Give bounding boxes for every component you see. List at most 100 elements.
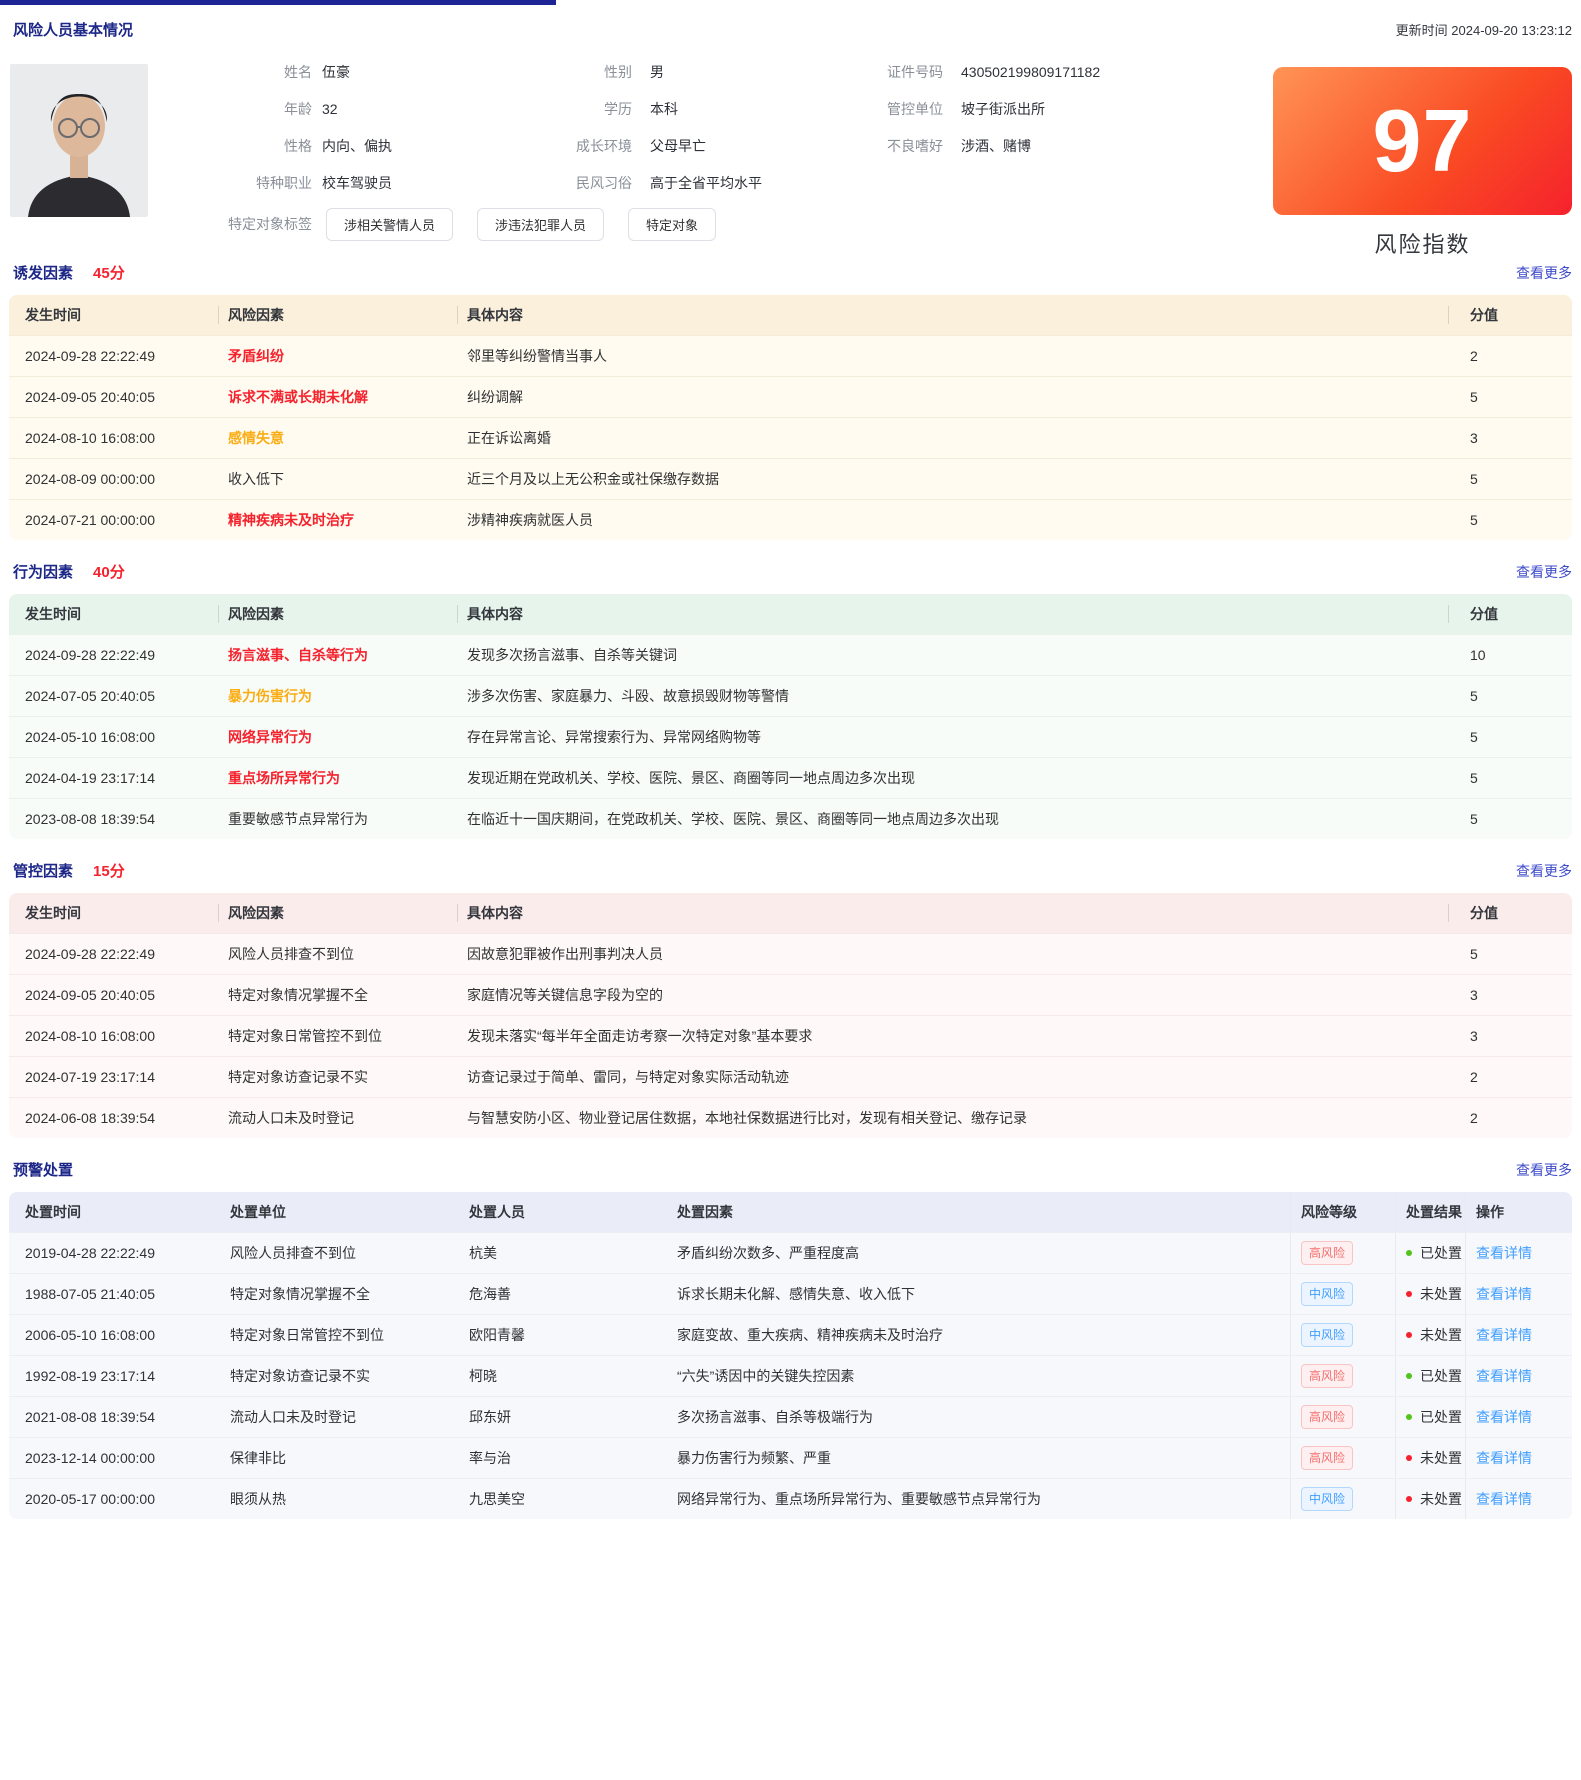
- cell-score: 5: [1470, 811, 1478, 827]
- tag-pill[interactable]: 涉相关警情人员: [326, 207, 454, 241]
- risk-index: 97 风险指数: [1273, 67, 1572, 259]
- section-title: 行为因素: [13, 564, 74, 581]
- field-value: 伍豪: [322, 63, 350, 80]
- cell-score: 5: [1470, 770, 1478, 786]
- risk-level-badge: 中风险: [1301, 1282, 1354, 1306]
- table-row: 2019-04-28 22:22:49 风险人员排查不到位 杭美 矛盾纠纷次数多、严重…: [9, 1232, 1572, 1273]
- cell-content: 涉多次伤害、家庭暴力、斗殴、故意损毁财物等警情: [467, 688, 789, 704]
- cell-result: 已处置: [1395, 1233, 1465, 1273]
- view-detail-link[interactable]: 查看详情: [1476, 1286, 1532, 1302]
- table-row: 2024-07-05 20:40:05 暴力伤害行为 涉多次伤害、家庭暴力、斗殴、故…: [9, 675, 1572, 716]
- table-row: 2024-09-28 22:22:49 矛盾纠纷 邻里等纠纷警情当事人 2: [9, 335, 1572, 376]
- factor-table: 发生时间 风险因素 具体内容 分值 2024-09-28 22:22:49 矛盾纠纷 邻里等…: [9, 295, 1572, 540]
- cell-risk-level: 高风险: [1290, 1356, 1395, 1396]
- table-row: 2024-09-05 20:40:05 诉求不满或长期未化解 纠纷调解 5: [9, 376, 1572, 417]
- cell-content: 发现未落实“每半年全面走访考察一次特定对象”基本要求: [467, 1028, 813, 1044]
- cell-risk-factor: 流动人口未及时登记: [228, 1110, 354, 1126]
- cell-unit: 保律非比: [230, 1450, 286, 1466]
- field-value: 父母早亡: [650, 137, 706, 154]
- field-value: 校车驾驶员: [322, 174, 392, 191]
- field-value: 高于全省平均水平: [650, 174, 762, 191]
- cell-risk-factor: 重要敏感节点异常行为: [228, 811, 368, 827]
- status-dot-icon: [1406, 1250, 1412, 1256]
- cell-time: 2024-08-10 16:08:00: [25, 1028, 155, 1044]
- cell-result: 未处置: [1395, 1274, 1465, 1314]
- cell-time: 2024-09-28 22:22:49: [25, 647, 155, 663]
- column-header: 发生时间: [25, 307, 81, 323]
- view-detail-link[interactable]: 查看详情: [1476, 1327, 1532, 1343]
- cell-risk-factor: 矛盾纠纷: [228, 348, 284, 364]
- profile-photo: [10, 64, 148, 217]
- section-title: 诱发因素: [13, 265, 74, 282]
- table-row: 2024-07-21 00:00:00 精神疾病未及时治疗 涉精神疾病就医人员 5: [9, 499, 1572, 540]
- cell-risk-factor: 暴力伤害行为: [228, 688, 312, 704]
- cell-time: 2024-08-09 00:00:00: [25, 471, 155, 487]
- profile-field-row: 年龄 32 学历 本科 管控单位 坡子街派出所: [9, 90, 1572, 127]
- cell-factor: 多次扬言滋事、自杀等极端行为: [677, 1409, 873, 1425]
- section-head: 预警处置 查看更多: [9, 1159, 1572, 1180]
- column-header: 分值: [1448, 604, 1572, 624]
- table-header-row: 发生时间 风险因素 具体内容 分值: [9, 594, 1572, 634]
- view-more-link[interactable]: 查看更多: [1516, 264, 1572, 281]
- cell-action: 查看详情: [1465, 1397, 1572, 1437]
- cell-content: 近三个月及以上无公积金或社保缴存数据: [467, 471, 719, 487]
- profile-field-row: 特种职业 校车驾驶员 民风习俗 高于全省平均水平: [9, 164, 1572, 201]
- profile-field-row: 姓名 伍豪 性别 男 证件号码 430502199809171182: [9, 53, 1572, 90]
- sections-root: 诱发因素 45分 查看更多 发生时间 风险因素 具体内容 分值 2024-09-28 22:2…: [0, 262, 1581, 1519]
- field-value: 本科: [650, 100, 678, 117]
- column-header: 风险因素: [218, 305, 457, 325]
- table-row: 2020-05-17 00:00:00 眼须从热 九思美空 网络异常行为、重点场所异常…: [9, 1478, 1572, 1519]
- cell-score: 3: [1470, 987, 1478, 1003]
- table-row: 2024-06-08 18:39:54 流动人口未及时登记 与智慧安防小区、物业登记…: [9, 1097, 1572, 1138]
- cell-time: 2024-07-05 20:40:05: [25, 688, 155, 704]
- status-dot-icon: [1406, 1291, 1412, 1297]
- cell-time: 2023-08-08 18:39:54: [25, 811, 155, 827]
- cell-score: 5: [1470, 688, 1478, 704]
- view-detail-link[interactable]: 查看详情: [1476, 1245, 1532, 1261]
- tag-pill[interactable]: 涉违法犯罪人员: [477, 207, 605, 241]
- view-detail-link[interactable]: 查看详情: [1476, 1368, 1532, 1384]
- result-text: 已处置: [1420, 1245, 1462, 1261]
- risk-level-badge: 中风险: [1301, 1323, 1354, 1347]
- cell-risk-factor: 收入低下: [228, 471, 284, 487]
- view-detail-link[interactable]: 查看详情: [1476, 1409, 1532, 1425]
- alerts-section: 预警处置 查看更多 处置时间 处置单位 处置人员 处置因素 风险等级 处置结果 操作 2019-0…: [9, 1159, 1572, 1519]
- cell-time: 2024-09-05 20:40:05: [25, 987, 155, 1003]
- status-dot-icon: [1406, 1373, 1412, 1379]
- cell-score: 5: [1470, 729, 1478, 745]
- cell-content: 邻里等纠纷警情当事人: [467, 348, 607, 364]
- field-label: 不良嗜好: [887, 137, 943, 154]
- cell-person: 九思美空: [469, 1491, 525, 1507]
- cell-content: 家庭情况等关键信息字段为空的: [467, 987, 663, 1003]
- cell-score: 3: [1470, 430, 1478, 446]
- field-label: 学历: [604, 100, 632, 117]
- view-more-link[interactable]: 查看更多: [1516, 1161, 1572, 1178]
- view-detail-link[interactable]: 查看详情: [1476, 1450, 1532, 1466]
- profile-section: 姓名 伍豪 性别 男 证件号码 430502199809171182 年龄 32 学历 本科 管控单…: [9, 53, 1572, 257]
- field-label: 性别: [604, 63, 632, 80]
- cell-factor: “六失”诱因中的关键失控因素: [677, 1368, 855, 1384]
- section-score: 40分: [93, 564, 125, 581]
- result-text: 已处置: [1420, 1409, 1462, 1425]
- cell-risk-level: 高风险: [1290, 1233, 1395, 1273]
- table-row: 2021-08-08 18:39:54 流动人口未及时登记 邱东妍 多次扬言滋事、自杀…: [9, 1396, 1572, 1437]
- update-time-value: 2024-09-20 13:23:12: [1451, 22, 1572, 38]
- status-dot-icon: [1406, 1496, 1412, 1502]
- cell-content: 与智慧安防小区、物业登记居住数据，本地社保数据进行比对，发现有相关登记、缴存记录: [467, 1110, 1027, 1126]
- risk-level-badge: 高风险: [1301, 1405, 1354, 1429]
- view-detail-link[interactable]: 查看详情: [1476, 1491, 1532, 1507]
- cell-result: 未处置: [1395, 1315, 1465, 1355]
- risk-level-badge: 高风险: [1301, 1364, 1354, 1388]
- risk-score-box: 97: [1273, 67, 1572, 215]
- cell-factor: 网络异常行为、重点场所异常行为、重要敏感节点异常行为: [677, 1491, 1041, 1507]
- view-more-link[interactable]: 查看更多: [1516, 862, 1572, 879]
- view-more-link[interactable]: 查看更多: [1516, 563, 1572, 580]
- status-dot-icon: [1406, 1455, 1412, 1461]
- cell-risk-level: 中风险: [1290, 1479, 1395, 1519]
- tag-pill[interactable]: 特定对象: [628, 207, 717, 241]
- field-value: 32: [322, 100, 338, 117]
- profile-fields: 姓名 伍豪 性别 男 证件号码 430502199809171182 年龄 32 学历 本科 管控单…: [9, 53, 1572, 201]
- section-title: 管控因素: [13, 863, 74, 880]
- cell-time: 2019-04-28 22:22:49: [25, 1245, 155, 1261]
- factor-section: 管控因素 15分 查看更多 发生时间 风险因素 具体内容 分值 2024-09-28 22:2…: [9, 860, 1572, 1138]
